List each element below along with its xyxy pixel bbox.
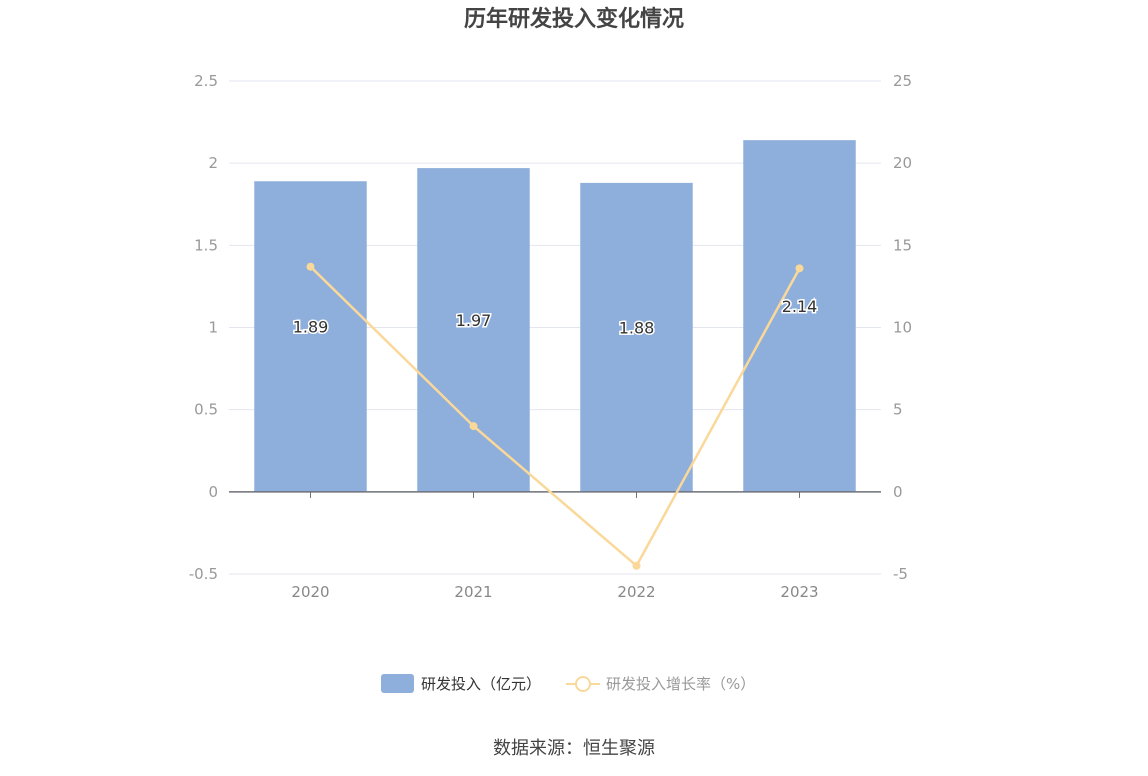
legend-label-growth[interactable]: 研发投入增长率（%） bbox=[606, 675, 755, 693]
growth-point-2022[interactable] bbox=[632, 561, 641, 570]
x-tick-label: 2021 bbox=[454, 583, 492, 601]
bar-value-label: 1.89 bbox=[293, 318, 329, 337]
growth-line-path bbox=[309, 265, 801, 568]
bar-2021[interactable] bbox=[417, 168, 530, 492]
growth-line bbox=[306, 262, 804, 570]
y-left-tick-label: -0.5 bbox=[189, 565, 218, 583]
y-right-tick-label: 10 bbox=[893, 319, 912, 337]
y-right-tick-label: 20 bbox=[893, 154, 912, 172]
x-tick-label: 2020 bbox=[291, 583, 329, 601]
data-labels: 1.89 1.97 1.88 2.14 bbox=[291, 295, 819, 338]
legend-swatch-rd-investment[interactable] bbox=[381, 674, 414, 693]
growth-point-2023[interactable] bbox=[795, 264, 804, 273]
growth-point-2020[interactable] bbox=[306, 262, 315, 271]
y-left-tick-label: 1 bbox=[208, 319, 218, 337]
legend: 研发投入（亿元） 研发投入增长率（%） bbox=[381, 674, 755, 693]
legend-label-rd-investment[interactable]: 研发投入（亿元） bbox=[421, 675, 541, 693]
chart-title: 历年研发投入变化情况 bbox=[464, 6, 684, 32]
y-right-tick-label: -5 bbox=[893, 565, 908, 583]
y-right-tick-label: 5 bbox=[893, 401, 903, 419]
bars bbox=[254, 140, 856, 492]
y-left-tick-label: 0 bbox=[208, 483, 218, 501]
y-left-tick-label: 1.5 bbox=[194, 236, 218, 254]
growth-point-2021[interactable] bbox=[469, 422, 478, 431]
bar-value-label: 2.14 bbox=[782, 297, 818, 316]
axes: -0.5 0 0.5 1 1.5 2 2.5 -5 0 5 10 15 20 25 2020 2021 2022… bbox=[189, 72, 912, 601]
data-source: 数据来源：恒生聚源 bbox=[493, 738, 655, 759]
y-right-tick-label: 15 bbox=[893, 236, 912, 254]
bar-2023[interactable] bbox=[743, 140, 856, 492]
y-left-tick-label: 2 bbox=[208, 154, 218, 172]
y-right-tick-label: 25 bbox=[893, 72, 912, 90]
legend-marker-growth[interactable] bbox=[575, 676, 591, 692]
x-tick-label: 2023 bbox=[780, 583, 818, 601]
y-right-tick-label: 0 bbox=[893, 483, 903, 501]
y-left-tick-label: 0.5 bbox=[194, 401, 218, 419]
x-tick-label: 2022 bbox=[617, 583, 655, 601]
bar-value-label: 1.97 bbox=[456, 311, 492, 330]
bar-value-label: 1.88 bbox=[619, 318, 655, 337]
y-left-tick-label: 2.5 bbox=[194, 72, 218, 90]
bar-2022[interactable] bbox=[580, 182, 693, 492]
bar-2020[interactable] bbox=[254, 181, 367, 492]
